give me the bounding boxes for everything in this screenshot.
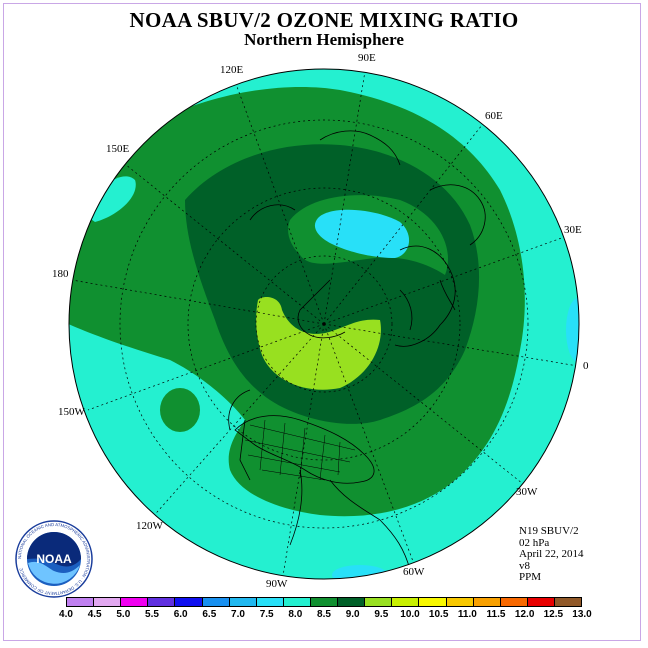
colorbar-tick-label: 4.5 [87, 609, 102, 620]
lon-label-30w: 30W [516, 486, 538, 498]
lon-label-120e: 120E [220, 64, 244, 76]
map-subtitle: Northern Hemisphere [244, 30, 404, 49]
colorbar-swatch [256, 598, 284, 606]
lon-label-150w: 150W [58, 406, 85, 418]
colorbar-tick-label: 5.0 [116, 609, 131, 620]
colorbar-tick-label: 12.5 [543, 609, 564, 620]
colorbar-tick-label: 8.0 [288, 609, 303, 620]
lon-label-180: 180 [52, 268, 69, 280]
colorbar-tick-label: 5.5 [145, 609, 159, 620]
colorbar-swatch [473, 598, 501, 606]
colorbar-tick-label: 10.5 [428, 609, 449, 620]
colorbar-swatch [283, 598, 311, 606]
lon-label-90w: 90W [266, 578, 288, 590]
lon-label-150e: 150E [106, 143, 130, 155]
colorbar-swatch [121, 598, 149, 606]
colorbar-tick-label: 13.0 [572, 609, 592, 620]
us-state-lines [244, 419, 356, 481]
colorbar-tick-label: 11.5 [486, 609, 506, 620]
colorbar-swatch [67, 598, 95, 606]
coastlines [228, 130, 486, 571]
colorbar [66, 597, 582, 607]
ozone-band-9-0-9-5 [256, 297, 381, 390]
colorbar-swatch [365, 598, 393, 606]
colorbar-swatch [310, 598, 339, 606]
colorbar-tick-label: 6.5 [202, 609, 217, 620]
noaa-logo: NOAA NATIONAL OCEANIC AND ATMOSPHERIC AD… [15, 520, 93, 598]
colorbar-tick-label: 12.0 [514, 609, 535, 620]
ozone-band-7-0-7-5-bottom [332, 565, 388, 579]
colorbar-tick-label: 6.0 [173, 609, 188, 620]
colorbar-tick-label: 7.0 [231, 609, 245, 620]
latitude-circles [119, 119, 529, 529]
colorbar-tick-label: 8.5 [317, 609, 331, 620]
lon-label-0: 0 [583, 360, 589, 372]
colorbar-swatch [500, 598, 528, 606]
colorbar-swatch [148, 598, 176, 606]
ozone-band-7-5-patch [85, 176, 136, 222]
meridians [71, 69, 579, 577]
map-boundary [68, 68, 580, 580]
lon-label-90e: 90E [358, 52, 376, 64]
info-units: PPM [519, 571, 542, 583]
colorbar-swatch [419, 598, 447, 606]
colorbar-swatch [554, 598, 582, 606]
colorbar-tick-label: 11.0 [457, 609, 477, 620]
colorbar-swatch [392, 598, 420, 606]
info-block: N19 SBUV/2 02 hPa April 22, 2014 v8 PPM [519, 525, 584, 584]
lon-label-120w: 120W [136, 520, 163, 532]
ozone-band-7-0-7-5 [314, 209, 410, 258]
info-satellite: N19 SBUV/2 [519, 525, 579, 537]
info-level: 02 hPa [519, 536, 550, 549]
colorbar-swatch [446, 598, 474, 606]
colorbar-swatch [338, 598, 366, 606]
colorbar-tick-label: 9.0 [345, 609, 360, 620]
map-title: NOAA SBUV/2 OZONE MIXING RATIO [129, 8, 519, 32]
colorbar-ticks: 4.0 4.5 5.0 5.5 6.0 6.5 7.0 7.5 8.0 8.5 9.0 9.5 10.0… [59, 609, 592, 623]
colorbar-swatch [527, 598, 555, 606]
ozone-band-8-0-8-5-blob [160, 388, 200, 432]
lon-label-30e: 30E [564, 224, 582, 236]
colorbar-tick-label: 10.0 [400, 609, 420, 620]
info-date: April 22, 2014 [519, 548, 584, 560]
info-version: v8 [519, 559, 530, 572]
colorbar-swatch [94, 598, 122, 606]
lon-label-60e: 60E [485, 110, 503, 122]
svg-text:NOAA: NOAA [36, 552, 72, 566]
colorbar-tick-label: 4.0 [59, 609, 73, 620]
lon-label-60w: 60W [403, 566, 425, 578]
colorbar-swatch [175, 598, 203, 606]
colorbar-swatch [202, 598, 230, 606]
ozone-band-7-0-7-5-edge [566, 298, 579, 362]
colorbar-tick-label: 7.5 [259, 609, 274, 620]
colorbar-tick-label: 9.5 [374, 609, 389, 620]
colorbar-swatch [229, 598, 257, 606]
